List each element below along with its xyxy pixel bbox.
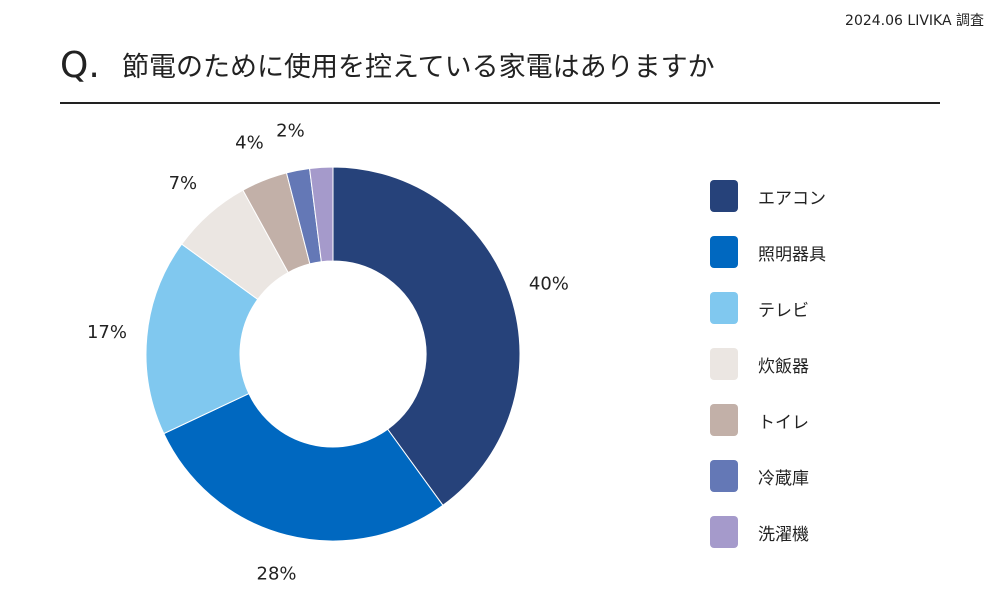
slice-label-5: 4% <box>235 132 264 153</box>
slice-label-2: 28% <box>257 563 297 584</box>
legend-label: 冷蔵庫 <box>758 468 809 489</box>
legend-swatch <box>710 292 738 324</box>
chart-legend: エアコン照明器具テレビ炊飯器トイレ冷蔵庫洗濯機 <box>710 168 826 560</box>
slice-1 <box>332 166 521 506</box>
slice-3 <box>145 243 259 435</box>
legend-swatch <box>710 180 738 212</box>
question-title: 節電のために使用を控えている家電はありますか <box>122 52 715 83</box>
legend-item: 冷蔵庫 <box>710 448 826 504</box>
legend-item: エアコン <box>710 168 826 224</box>
source-note: 2024.06 LIVIKA 調査 <box>845 13 984 29</box>
title-divider <box>60 102 940 104</box>
legend-label: エアコン <box>758 188 826 209</box>
legend-swatch <box>710 460 738 492</box>
legend-item: トイレ <box>710 392 826 448</box>
legend-label: 炊飯器 <box>758 356 809 377</box>
legend-label: トイレ <box>758 412 809 433</box>
legend-label: 洗濯機 <box>758 524 809 545</box>
slice-2 <box>163 392 444 542</box>
legend-label: テレビ <box>758 300 809 321</box>
legend-label: 照明器具 <box>758 244 826 265</box>
legend-swatch <box>710 236 738 268</box>
slice-label-6: 2% <box>276 121 305 142</box>
legend-swatch <box>710 348 738 380</box>
question-mark: Q. <box>60 45 100 86</box>
slice-7 <box>309 166 334 263</box>
slice-label-4: 7% <box>169 173 198 194</box>
legend-item: テレビ <box>710 280 826 336</box>
legend-swatch <box>710 404 738 436</box>
legend-swatch <box>710 516 738 548</box>
slice-label-1: 40% <box>529 273 569 294</box>
legend-item: 照明器具 <box>710 224 826 280</box>
legend-item: 洗濯機 <box>710 504 826 560</box>
legend-item: 炊飯器 <box>710 336 826 392</box>
slice-label-3: 17% <box>87 322 127 343</box>
